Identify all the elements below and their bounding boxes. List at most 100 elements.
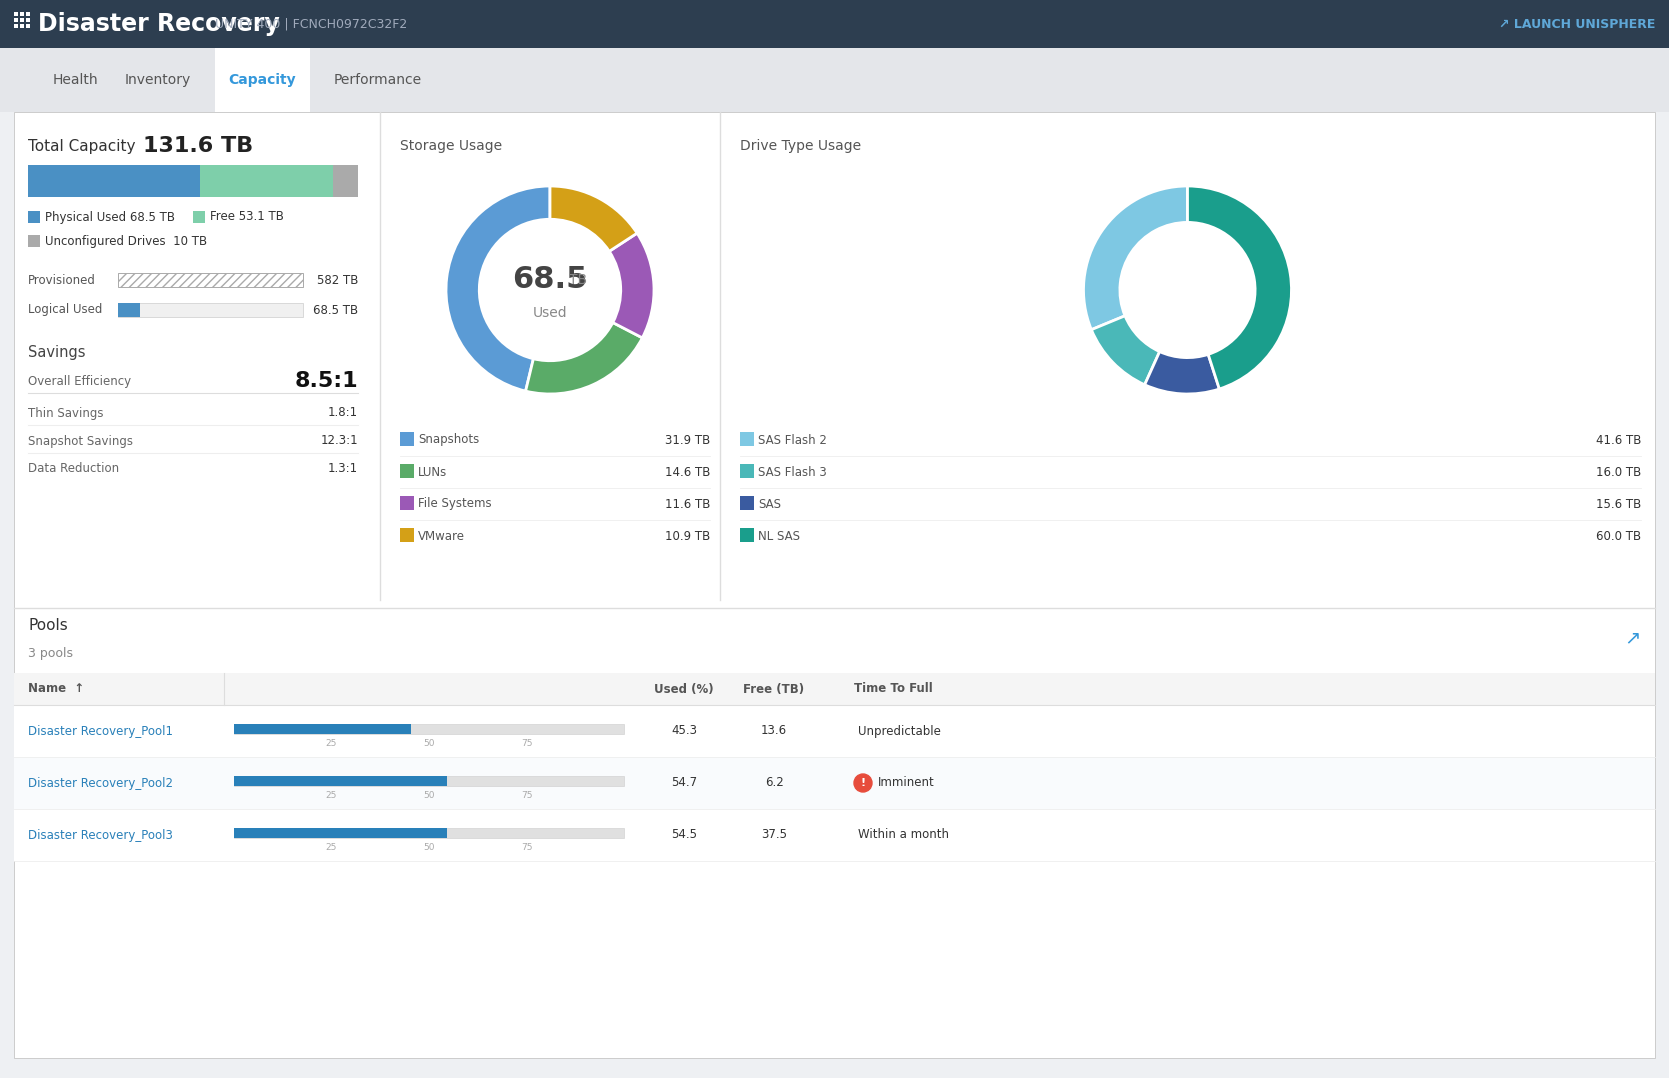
- Text: Performance: Performance: [334, 73, 422, 87]
- Bar: [13, 757, 1656, 808]
- Wedge shape: [1083, 186, 1188, 330]
- Text: 75: 75: [521, 843, 532, 852]
- Text: Disaster Recovery_Pool1: Disaster Recovery_Pool1: [28, 724, 174, 737]
- Bar: [401, 528, 414, 542]
- Text: 75: 75: [521, 791, 532, 800]
- Text: 10.9 TB: 10.9 TB: [664, 529, 709, 542]
- Bar: [118, 303, 304, 317]
- Text: ↗ LAUNCH UNISPHERE: ↗ LAUNCH UNISPHERE: [1499, 17, 1656, 30]
- Text: Inventory: Inventory: [125, 73, 190, 87]
- Text: SAS Flash 3: SAS Flash 3: [758, 466, 826, 479]
- Text: Used: Used: [532, 306, 567, 320]
- Text: Unpredictable: Unpredictable: [858, 724, 941, 737]
- Text: Health: Health: [52, 73, 98, 87]
- Text: 41.6 TB: 41.6 TB: [1596, 433, 1641, 446]
- Bar: [739, 528, 754, 542]
- Bar: [401, 464, 414, 478]
- Bar: [234, 776, 624, 786]
- Text: 54.7: 54.7: [671, 776, 698, 789]
- Text: ↗: ↗: [1624, 628, 1641, 648]
- Text: Pools: Pools: [28, 619, 68, 634]
- Bar: [13, 705, 1656, 757]
- Bar: [27, 24, 30, 28]
- Text: 50: 50: [424, 740, 434, 748]
- Text: 582 TB: 582 TB: [317, 274, 357, 287]
- Text: 25: 25: [325, 843, 337, 852]
- Bar: [20, 24, 23, 28]
- Bar: [234, 776, 447, 786]
- Text: 45.3: 45.3: [671, 724, 698, 737]
- Text: SAS: SAS: [758, 498, 781, 511]
- Bar: [200, 165, 332, 197]
- Bar: [234, 828, 447, 838]
- Wedge shape: [609, 233, 654, 337]
- Bar: [13, 24, 18, 28]
- Text: 16.0 TB: 16.0 TB: [1596, 466, 1641, 479]
- Bar: [20, 18, 23, 22]
- Bar: [332, 165, 357, 197]
- Text: Time To Full: Time To Full: [855, 682, 933, 695]
- Text: Total Capacity: Total Capacity: [28, 138, 135, 153]
- Text: Disaster Recovery_Pool2: Disaster Recovery_Pool2: [28, 776, 174, 789]
- Bar: [27, 18, 30, 22]
- Text: Capacity: Capacity: [229, 73, 297, 87]
- Text: Unconfigured Drives  10 TB: Unconfigured Drives 10 TB: [45, 235, 207, 248]
- Bar: [13, 673, 1656, 705]
- Text: 25: 25: [325, 791, 337, 800]
- Text: Overall Efficiency: Overall Efficiency: [28, 374, 132, 387]
- Text: Snapshot Savings: Snapshot Savings: [28, 434, 134, 447]
- Bar: [234, 724, 624, 734]
- Text: 50: 50: [424, 843, 434, 852]
- Text: Disaster Recovery_Pool3: Disaster Recovery_Pool3: [28, 829, 174, 842]
- Bar: [0, 0, 1669, 49]
- Text: 8.5:1: 8.5:1: [294, 371, 357, 391]
- Bar: [20, 12, 23, 16]
- Bar: [28, 211, 40, 223]
- Text: 14.6 TB: 14.6 TB: [664, 466, 709, 479]
- Bar: [739, 464, 754, 478]
- Text: 131.6 TB: 131.6 TB: [144, 136, 254, 156]
- Bar: [215, 49, 310, 112]
- Bar: [401, 496, 414, 510]
- Text: VMware: VMware: [417, 529, 466, 542]
- Bar: [739, 496, 754, 510]
- Text: Drive Type Usage: Drive Type Usage: [739, 139, 861, 153]
- Text: 68.5: 68.5: [512, 265, 587, 294]
- Text: Disaster Recovery: Disaster Recovery: [38, 12, 280, 36]
- Bar: [194, 211, 205, 223]
- Bar: [739, 432, 754, 446]
- Text: Logical Used: Logical Used: [28, 304, 102, 317]
- Text: NL SAS: NL SAS: [758, 529, 799, 542]
- Circle shape: [855, 774, 871, 792]
- Text: Free (TB): Free (TB): [743, 682, 804, 695]
- Text: Physical Used 68.5 TB: Physical Used 68.5 TB: [45, 210, 175, 223]
- Bar: [13, 112, 1656, 1058]
- Text: SAS Flash 2: SAS Flash 2: [758, 433, 826, 446]
- Text: Imminent: Imminent: [878, 776, 935, 789]
- Text: 11.6 TB: 11.6 TB: [664, 498, 709, 511]
- Wedge shape: [1092, 316, 1160, 385]
- Text: Free 53.1 TB: Free 53.1 TB: [210, 210, 284, 223]
- Text: 68.5 TB: 68.5 TB: [312, 304, 357, 317]
- Text: Provisioned: Provisioned: [28, 274, 95, 287]
- Text: Data Reduction: Data Reduction: [28, 462, 118, 475]
- Bar: [118, 303, 140, 317]
- Bar: [28, 165, 200, 197]
- Wedge shape: [1188, 186, 1292, 389]
- Wedge shape: [1145, 351, 1220, 393]
- Text: !: !: [861, 778, 866, 788]
- Text: Used (%): Used (%): [654, 682, 714, 695]
- Text: Name  ↑: Name ↑: [28, 682, 83, 695]
- Text: Within a month: Within a month: [858, 829, 950, 842]
- Wedge shape: [551, 186, 638, 251]
- Text: 1.8:1: 1.8:1: [327, 406, 357, 419]
- Text: 13.6: 13.6: [761, 724, 788, 737]
- Bar: [13, 808, 1656, 861]
- Text: Snapshots: Snapshots: [417, 433, 479, 446]
- Text: 50: 50: [424, 791, 434, 800]
- Bar: [234, 828, 624, 838]
- Bar: [27, 12, 30, 16]
- Text: 6.2: 6.2: [764, 776, 783, 789]
- Text: 3 pools: 3 pools: [28, 648, 73, 661]
- Text: LUNs: LUNs: [417, 466, 447, 479]
